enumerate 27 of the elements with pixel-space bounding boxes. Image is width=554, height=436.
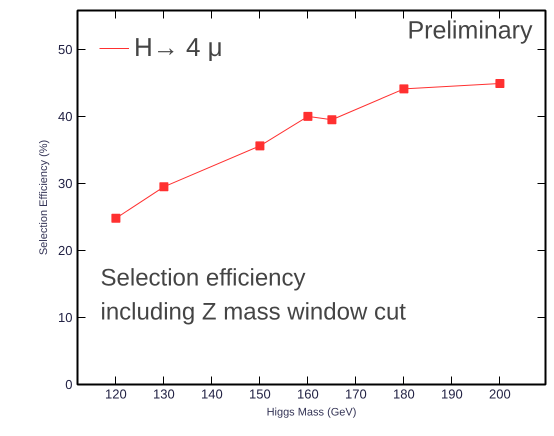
y-tick-label: 0 xyxy=(65,377,73,392)
x-tick-label: 160 xyxy=(297,386,319,402)
y-tick-label: 30 xyxy=(58,176,73,191)
x-tick-label: 130 xyxy=(153,386,175,402)
x-tick-label: 180 xyxy=(393,386,415,402)
legend-label: H→ 4 μ xyxy=(134,32,223,63)
x-tick-label: 190 xyxy=(441,386,463,402)
annotation: Selection efficiency including Z mass window cut xyxy=(100,264,406,326)
x-tick-label: 150 xyxy=(249,386,271,402)
point xyxy=(495,79,504,88)
point xyxy=(159,182,168,192)
y-tick-label: 10 xyxy=(58,310,73,325)
x-axis-title: Higgs Mass (GeV) xyxy=(266,406,356,418)
x-tick-label: 200 xyxy=(489,386,511,402)
y-axis-title: Selection Efficiency (%) xyxy=(38,140,50,256)
x-tick-label: 140 xyxy=(201,386,223,402)
point xyxy=(255,141,264,150)
point xyxy=(303,112,312,121)
x-tick-label: 120 xyxy=(105,386,127,402)
point xyxy=(399,84,408,94)
x-tick-label: 170 xyxy=(345,386,367,402)
annotation: Preliminary xyxy=(407,16,533,44)
point xyxy=(327,115,336,124)
y-tick-label: 40 xyxy=(58,108,73,124)
y-tick-label: 50 xyxy=(58,42,73,57)
point xyxy=(111,214,120,223)
y-tick-label: 20 xyxy=(58,242,73,258)
